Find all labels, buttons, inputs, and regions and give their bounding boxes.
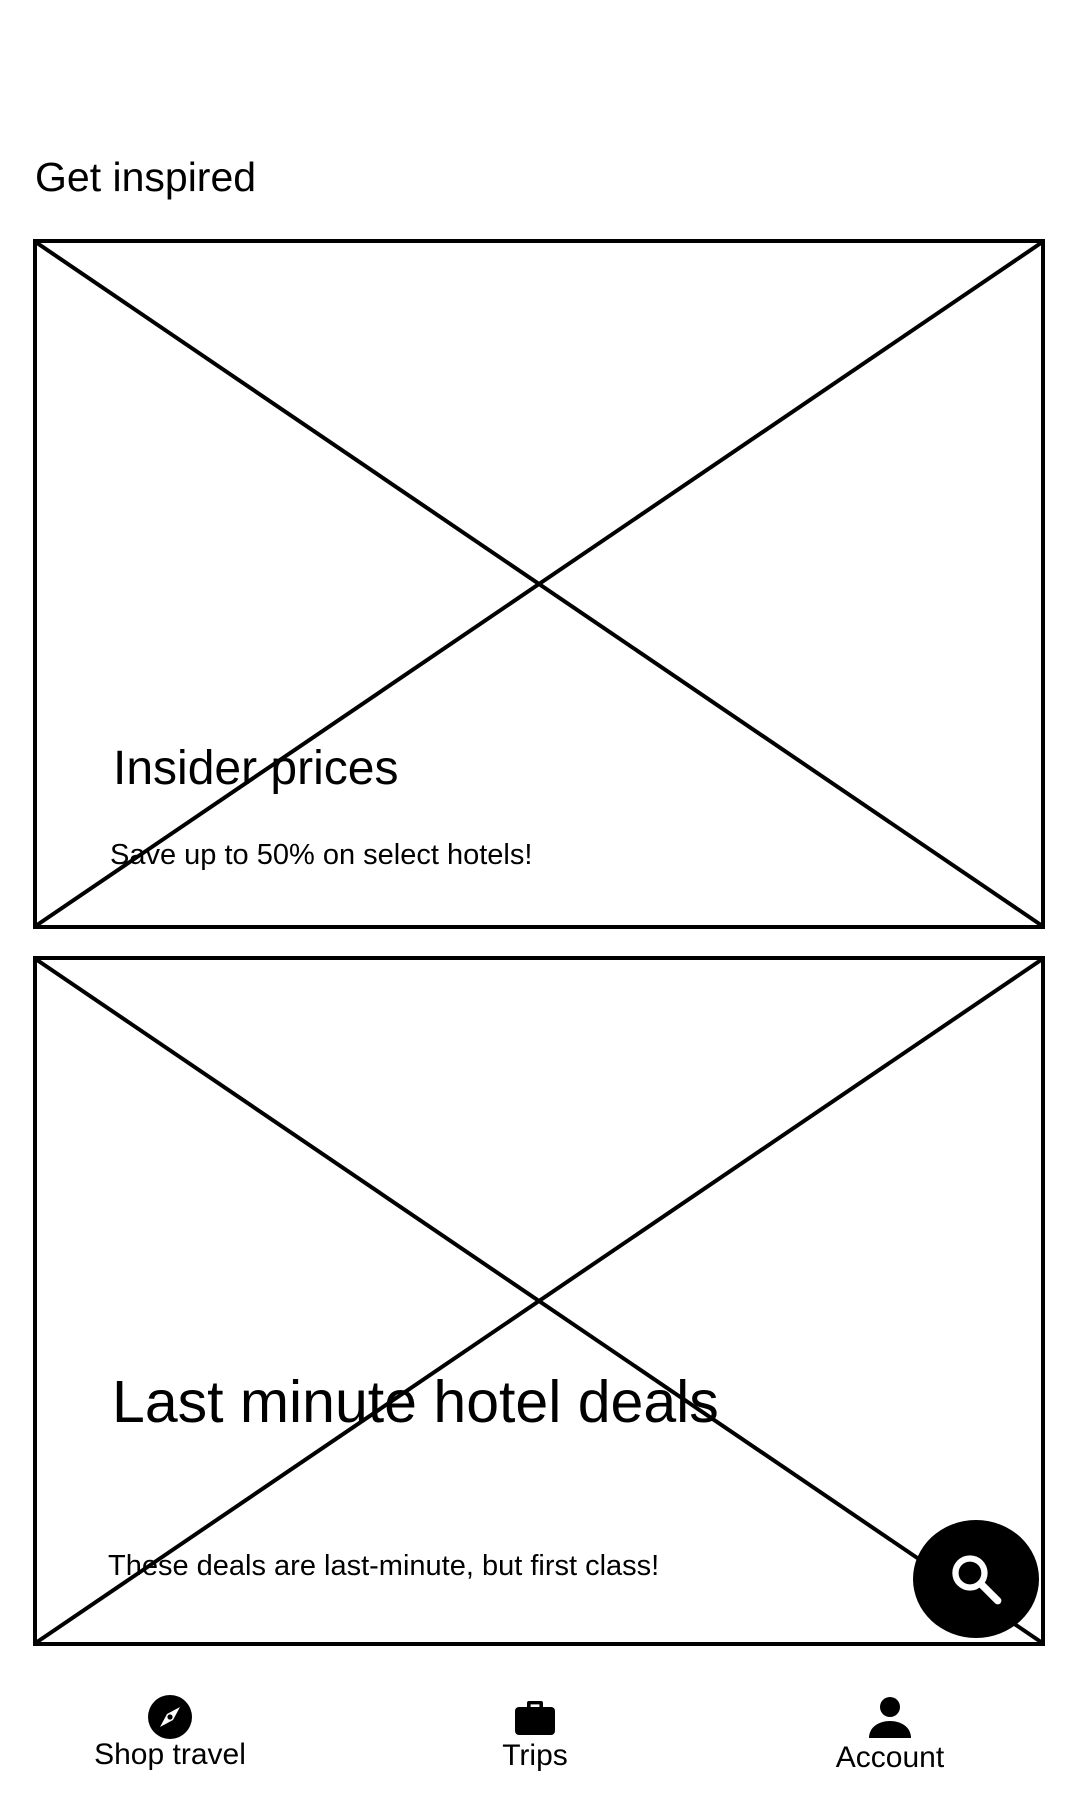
search-icon [952, 1555, 1002, 1605]
nav-item-shop-travel[interactable]: Shop travel [60, 1680, 280, 1780]
nav-label: Trips [502, 1739, 568, 1772]
card-title: Last minute hotel deals [112, 1369, 719, 1435]
promo-card-insider-prices[interactable]: Insider prices Save up to 50% on select … [33, 239, 1045, 929]
nav-item-trips[interactable]: Trips [440, 1680, 630, 1780]
nav-label: Account [835, 1741, 945, 1774]
search-fab-button[interactable] [913, 1520, 1039, 1638]
image-placeholder [37, 243, 1041, 925]
section-title: Get inspired [35, 154, 257, 200]
nav-item-account[interactable]: Account [780, 1680, 1000, 1780]
nav-label: Shop travel [94, 1738, 246, 1771]
promo-card-last-minute-deals[interactable]: Last minute hotel deals These deals are … [33, 956, 1045, 1646]
compass-icon [148, 1695, 192, 1739]
person-icon [869, 1697, 911, 1738]
card-description: These deals are last-minute, but first c… [108, 1550, 660, 1582]
briefcase-icon [515, 1701, 555, 1735]
card-description: Save up to 50% on select hotels! [110, 839, 533, 871]
bottom-navigation: Shop travel Trips Account [0, 1680, 1080, 1800]
card-title: Insider prices [113, 742, 399, 795]
image-placeholder [37, 960, 1041, 1642]
